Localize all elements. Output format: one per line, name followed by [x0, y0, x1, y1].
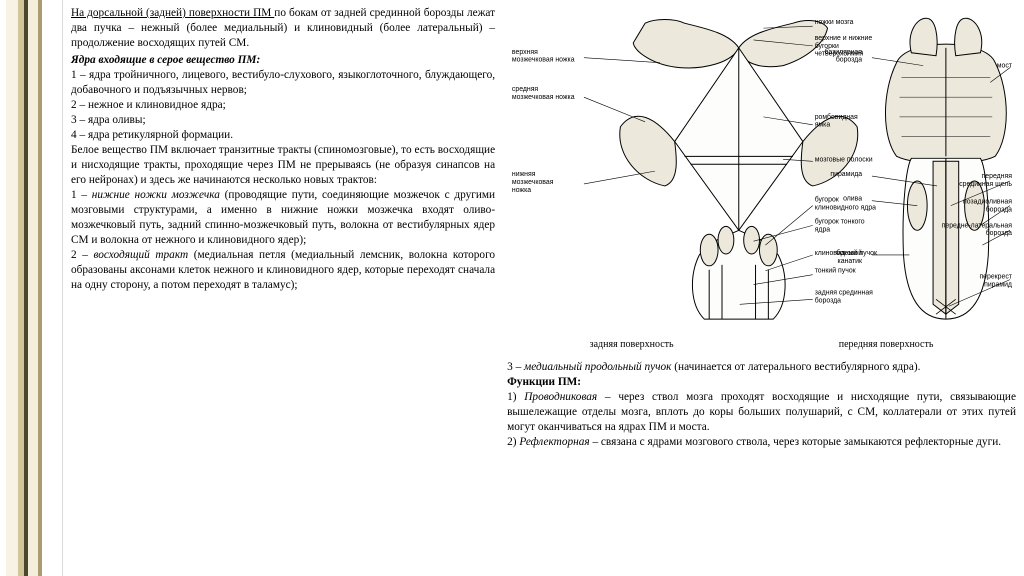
tract1-name: нижние ножки мозжечка [92, 189, 220, 201]
caption-anterior: передняя поверхность [839, 339, 934, 350]
svg-text:перекрестпирамид: перекрестпирамид [980, 274, 1013, 289]
tract3-desc: (начинается от латерального вестибулярно… [671, 361, 920, 373]
tract1-num: 1 – [71, 189, 92, 201]
left-text-column: На дорсальной (задней) поверхности ПМ по… [63, 0, 503, 576]
nuclei-item-3: 3 – ядра оливы; [71, 113, 495, 128]
nuclei-item-2: 2 – нежное и клиновидное ядра; [71, 98, 495, 113]
svg-text:тонкий пучок: тонкий пучок [815, 267, 857, 275]
svg-text:средняямозжечковая ножка: средняямозжечковая ножка [512, 86, 575, 101]
svg-text:верхняямозжечковая ножка: верхняямозжечковая ножка [512, 49, 575, 64]
tract2-name: восходящий тракт [93, 249, 188, 261]
svg-text:пирамида: пирамида [830, 171, 862, 178]
tract2-num: 2 – [71, 249, 93, 261]
svg-text:задняя срединнаяборозда: задняя срединнаяборозда [815, 289, 873, 304]
right-column: верхняямозжечковая ножка средняямозжечко… [503, 0, 1024, 576]
func2-name: Рефлекторная [519, 436, 589, 448]
decorative-stripe [0, 0, 63, 576]
functions-heading: Функции ПМ: [507, 375, 1016, 390]
figure-captions: задняя поверхность передняя поверхность [507, 339, 1016, 350]
svg-text:нижняямозжечковаяножка: нижняямозжечковаяножка [512, 171, 554, 194]
func1-num: 1) [507, 391, 524, 403]
nuclei-heading: Ядра входящие в серое вещество ПМ: [71, 53, 495, 68]
svg-text:мост: мост [997, 63, 1013, 70]
brainstem-figure: верхняямозжечковая ножка средняямозжечко… [507, 6, 1016, 356]
func1-name: Проводниковая [524, 391, 597, 403]
brainstem-svg: верхняямозжечковая ножка средняямозжечко… [507, 6, 1016, 356]
svg-text:базилярнаяборозда: базилярнаяборозда [825, 48, 863, 64]
tract3-num: 3 – [507, 361, 524, 373]
svg-text:бугорок тонкогоядра: бугорок тонкогоядра [815, 217, 865, 233]
tract3-name: медиальный продольный пучок [524, 361, 671, 373]
svg-text:боковойканатик: боковойканатик [836, 249, 863, 265]
nuclei-item-4: 4 – ядра ретикулярной формации. [71, 128, 495, 143]
svg-text:мозговые полоски: мозговые полоски [815, 156, 873, 163]
intro-underlined: На дорсальной (задней) поверхности ПМ [71, 7, 274, 19]
nuclei-item-1: 1 – ядра тройничного, лицевого, вестибул… [71, 68, 495, 98]
white-matter-para: Белое вещество ПМ включает транзитные тр… [71, 143, 495, 188]
right-text-block: 3 – медиальный продольный пучок (начинае… [507, 360, 1016, 450]
func2-num: 2) [507, 436, 519, 448]
func2-desc: – связана с ядрами мозгового ствола, чер… [590, 436, 1001, 448]
svg-text:ножки мозга: ножки мозга [815, 19, 854, 26]
svg-text:олива: олива [843, 196, 862, 203]
caption-posterior: задняя поверхность [590, 339, 674, 350]
page: На дорсальной (задней) поверхности ПМ по… [0, 0, 1024, 576]
